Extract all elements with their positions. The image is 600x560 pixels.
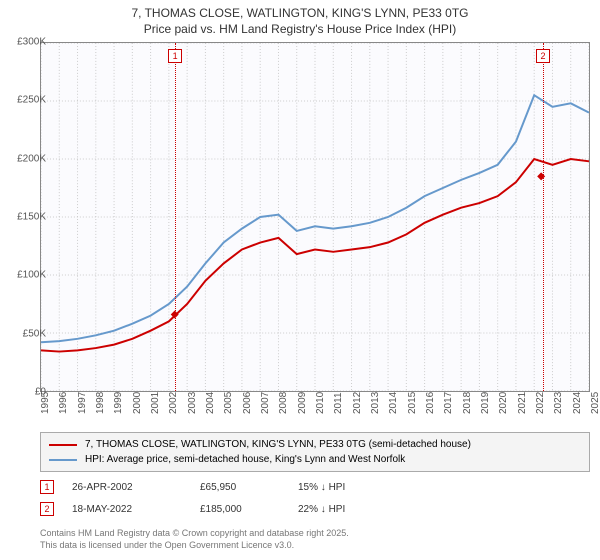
marker-box-2: 2 (536, 49, 550, 63)
x-tick-label: 1997 (77, 392, 88, 414)
sale-row: 1 26-APR-2002 £65,950 15% ↓ HPI (40, 476, 590, 498)
x-tick-label: 1996 (58, 392, 69, 414)
x-tick-label: 1999 (113, 392, 124, 414)
marker-box-1: 1 (168, 49, 182, 63)
x-tick-label: 2006 (242, 392, 253, 414)
legend-swatch-price (49, 444, 77, 446)
title-block: 7, THOMAS CLOSE, WATLINGTON, KING'S LYNN… (0, 0, 600, 39)
x-tick-label: 2001 (150, 392, 161, 414)
marker-line-2 (543, 43, 544, 391)
chart-svg (41, 43, 589, 391)
legend-swatch-hpi (49, 459, 77, 461)
x-tick-label: 2004 (205, 392, 216, 414)
sales-table: 1 26-APR-2002 £65,950 15% ↓ HPI 2 18-MAY-2022… (40, 476, 590, 520)
title-subtitle: Price paid vs. HM Land Registry's House … (10, 22, 590, 38)
chart-container: 7, THOMAS CLOSE, WATLINGTON, KING'S LYNN… (0, 0, 600, 560)
x-tick-label: 2024 (572, 392, 583, 414)
legend: 7, THOMAS CLOSE, WATLINGTON, KING'S LYNN… (40, 432, 590, 472)
legend-label-price: 7, THOMAS CLOSE, WATLINGTON, KING'S LYNN… (85, 439, 471, 450)
x-tick-label: 2009 (297, 392, 308, 414)
x-tick-label: 2020 (498, 392, 509, 414)
sale-price: £185,000 (200, 504, 280, 515)
y-tick-label: £200K (17, 153, 46, 164)
sale-marker: 1 (40, 480, 54, 494)
y-tick-label: £50K (23, 328, 46, 339)
marker-line-1 (175, 43, 176, 391)
sale-row: 2 18-MAY-2022 £185,000 22% ↓ HPI (40, 498, 590, 520)
legend-label-hpi: HPI: Average price, semi-detached house,… (85, 454, 405, 465)
x-tick-label: 2008 (278, 392, 289, 414)
footer: Contains HM Land Registry data © Crown c… (40, 528, 349, 551)
x-tick-label: 2023 (553, 392, 564, 414)
x-tick-label: 1995 (40, 392, 51, 414)
x-tick-label: 2002 (168, 392, 179, 414)
x-tick-label: 2013 (370, 392, 381, 414)
y-tick-label: £150K (17, 212, 46, 223)
footer-line1: Contains HM Land Registry data © Crown c… (40, 528, 349, 540)
plot-area: 12 (40, 42, 590, 392)
x-tick-label: 2007 (260, 392, 271, 414)
x-tick-label: 2017 (443, 392, 454, 414)
x-tick-label: 2014 (388, 392, 399, 414)
x-tick-label: 2018 (462, 392, 473, 414)
x-tick-label: 2012 (352, 392, 363, 414)
sale-date: 26-APR-2002 (72, 482, 182, 493)
sale-delta: 15% ↓ HPI (298, 482, 398, 493)
x-tick-label: 2003 (187, 392, 198, 414)
x-tick-label: 2021 (517, 392, 528, 414)
sale-price: £65,950 (200, 482, 280, 493)
x-tick-label: 2015 (407, 392, 418, 414)
x-tick-label: 1998 (95, 392, 106, 414)
x-tick-label: 2016 (425, 392, 436, 414)
y-tick-label: £250K (17, 95, 46, 106)
y-tick-label: £300K (17, 37, 46, 48)
legend-row-hpi: HPI: Average price, semi-detached house,… (49, 452, 581, 467)
sale-delta: 22% ↓ HPI (298, 504, 398, 515)
y-tick-label: £100K (17, 270, 46, 281)
x-tick-label: 2000 (132, 392, 143, 414)
x-tick-label: 2011 (333, 392, 344, 414)
x-tick-label: 2005 (223, 392, 234, 414)
footer-line2: This data is licensed under the Open Gov… (40, 540, 349, 552)
series-hpi (41, 95, 589, 342)
title-address: 7, THOMAS CLOSE, WATLINGTON, KING'S LYNN… (10, 6, 590, 22)
x-tick-label: 2025 (590, 392, 600, 414)
x-tick-label: 2010 (315, 392, 326, 414)
legend-row-price: 7, THOMAS CLOSE, WATLINGTON, KING'S LYNN… (49, 437, 581, 452)
sale-date: 18-MAY-2022 (72, 504, 182, 515)
x-tick-label: 2019 (480, 392, 491, 414)
sale-marker: 2 (40, 502, 54, 516)
x-tick-label: 2022 (535, 392, 546, 414)
